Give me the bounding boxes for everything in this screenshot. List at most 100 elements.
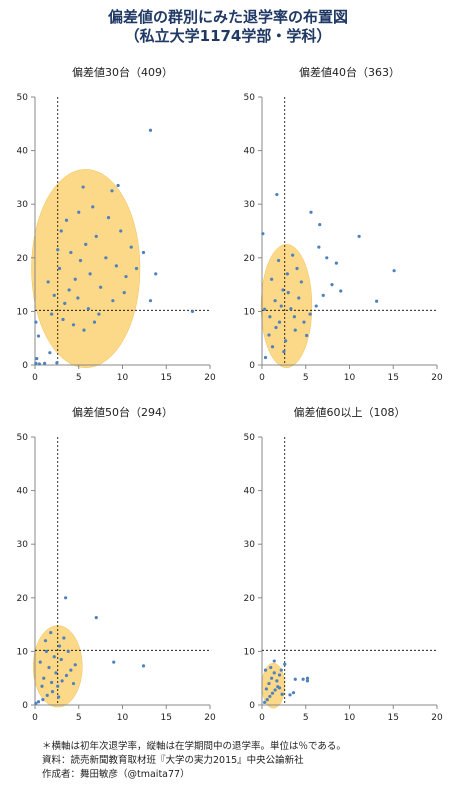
y-tick-label: 50 xyxy=(17,433,29,443)
data-point xyxy=(308,312,312,316)
data-point xyxy=(270,345,275,349)
y-tick-label: 50 xyxy=(17,93,29,103)
data-point xyxy=(277,673,282,677)
data-point xyxy=(69,668,73,672)
data-point xyxy=(56,684,60,688)
data-point xyxy=(47,665,51,670)
y-tick-label: 10 xyxy=(244,307,256,317)
data-point xyxy=(291,691,296,695)
x-tick-label: 10 xyxy=(344,373,356,383)
chart-title: 偏差値30台（409） xyxy=(72,65,173,79)
data-point xyxy=(59,229,63,233)
data-point xyxy=(81,185,85,189)
data-point xyxy=(273,299,277,303)
data-point xyxy=(268,694,272,699)
data-point xyxy=(34,361,38,365)
x-tick-label: 0 xyxy=(32,373,38,383)
data-point xyxy=(263,700,267,704)
data-point xyxy=(275,192,279,197)
y-tick-label: 20 xyxy=(244,594,256,604)
data-point xyxy=(106,216,111,220)
data-point xyxy=(116,183,120,188)
data-point xyxy=(375,299,379,303)
data-point xyxy=(148,128,153,132)
data-point xyxy=(57,266,62,271)
x-tick-label: 0 xyxy=(32,713,38,723)
data-point xyxy=(314,304,318,308)
data-point xyxy=(261,232,265,236)
data-point xyxy=(275,679,279,683)
data-point xyxy=(301,677,305,681)
page-title: 偏差値の群別にみた退学率の布置図 xyxy=(107,8,348,26)
author-note: 作成者：舞田敏彦（@tmaita77） xyxy=(42,769,190,780)
data-point xyxy=(272,659,276,663)
data-point xyxy=(38,660,42,664)
data-point xyxy=(45,693,49,697)
data-point xyxy=(270,676,274,680)
data-point xyxy=(268,315,272,319)
data-point xyxy=(43,639,48,643)
y-tick-label: 0 xyxy=(249,701,255,711)
data-point xyxy=(293,677,297,681)
data-point xyxy=(122,291,126,295)
data-point xyxy=(263,307,267,311)
data-point xyxy=(270,277,274,281)
y-tick-label: 10 xyxy=(17,647,29,657)
data-point xyxy=(267,333,271,337)
data-point xyxy=(50,690,55,694)
data-point xyxy=(280,692,284,696)
data-point xyxy=(99,285,103,289)
chart-panel-2: 偏差値40台（363） 0 10 20 30 40 50 0 5 10 15 20 xyxy=(244,65,443,383)
x-tick-label: 5 xyxy=(76,713,82,723)
x-tick-label: 10 xyxy=(344,713,356,723)
data-point xyxy=(91,205,95,209)
x-tick-label: 15 xyxy=(388,713,399,723)
chart-panel-4: 偏差値60以上（108） 0 10 20 30 40 50 0 5 10 15 20 xyxy=(244,405,443,723)
data-point xyxy=(64,218,69,222)
data-point xyxy=(52,293,56,297)
x-tick-label: 20 xyxy=(204,373,216,383)
x-tick-label: 20 xyxy=(431,373,443,383)
chart-title: 偏差値40台（363） xyxy=(299,65,400,79)
data-point xyxy=(82,328,86,332)
y-tick-label: 40 xyxy=(244,147,256,157)
data-point xyxy=(297,296,301,300)
data-point xyxy=(119,229,123,233)
data-point xyxy=(293,328,297,332)
data-point xyxy=(67,288,71,292)
data-point xyxy=(49,631,53,635)
data-point xyxy=(73,277,77,281)
data-point xyxy=(291,253,295,257)
source-note: 資料：読売新聞教育取材班『大学の実力2015』中央公論新社 xyxy=(42,755,304,766)
y-tick-label: 50 xyxy=(244,433,256,443)
data-point xyxy=(64,596,68,600)
data-point xyxy=(60,679,64,683)
data-point xyxy=(46,280,50,284)
page-subtitle: （私立大学1174学部・学科） xyxy=(124,27,332,45)
data-point xyxy=(281,288,285,292)
y-tick-label: 20 xyxy=(17,254,29,264)
x-tick-label: 0 xyxy=(259,373,265,383)
chart-title: 偏差値60以上（108） xyxy=(294,405,406,419)
data-point xyxy=(55,361,59,365)
data-point xyxy=(71,323,76,327)
y-tick-label: 0 xyxy=(22,361,28,371)
data-point xyxy=(265,698,269,702)
x-tick-label: 10 xyxy=(117,713,129,723)
x-tick-label: 15 xyxy=(388,373,399,383)
x-tick-label: 5 xyxy=(76,373,82,383)
data-point xyxy=(40,684,44,688)
data-point xyxy=(94,234,98,238)
data-point xyxy=(190,309,195,313)
data-point xyxy=(148,299,153,303)
x-tick-label: 5 xyxy=(303,713,309,723)
data-point xyxy=(334,261,338,265)
data-point xyxy=(76,296,80,300)
data-point xyxy=(279,668,283,672)
data-point xyxy=(56,248,60,252)
data-point xyxy=(84,242,88,246)
data-point xyxy=(318,222,322,227)
data-point xyxy=(104,256,108,260)
data-point xyxy=(59,657,63,662)
